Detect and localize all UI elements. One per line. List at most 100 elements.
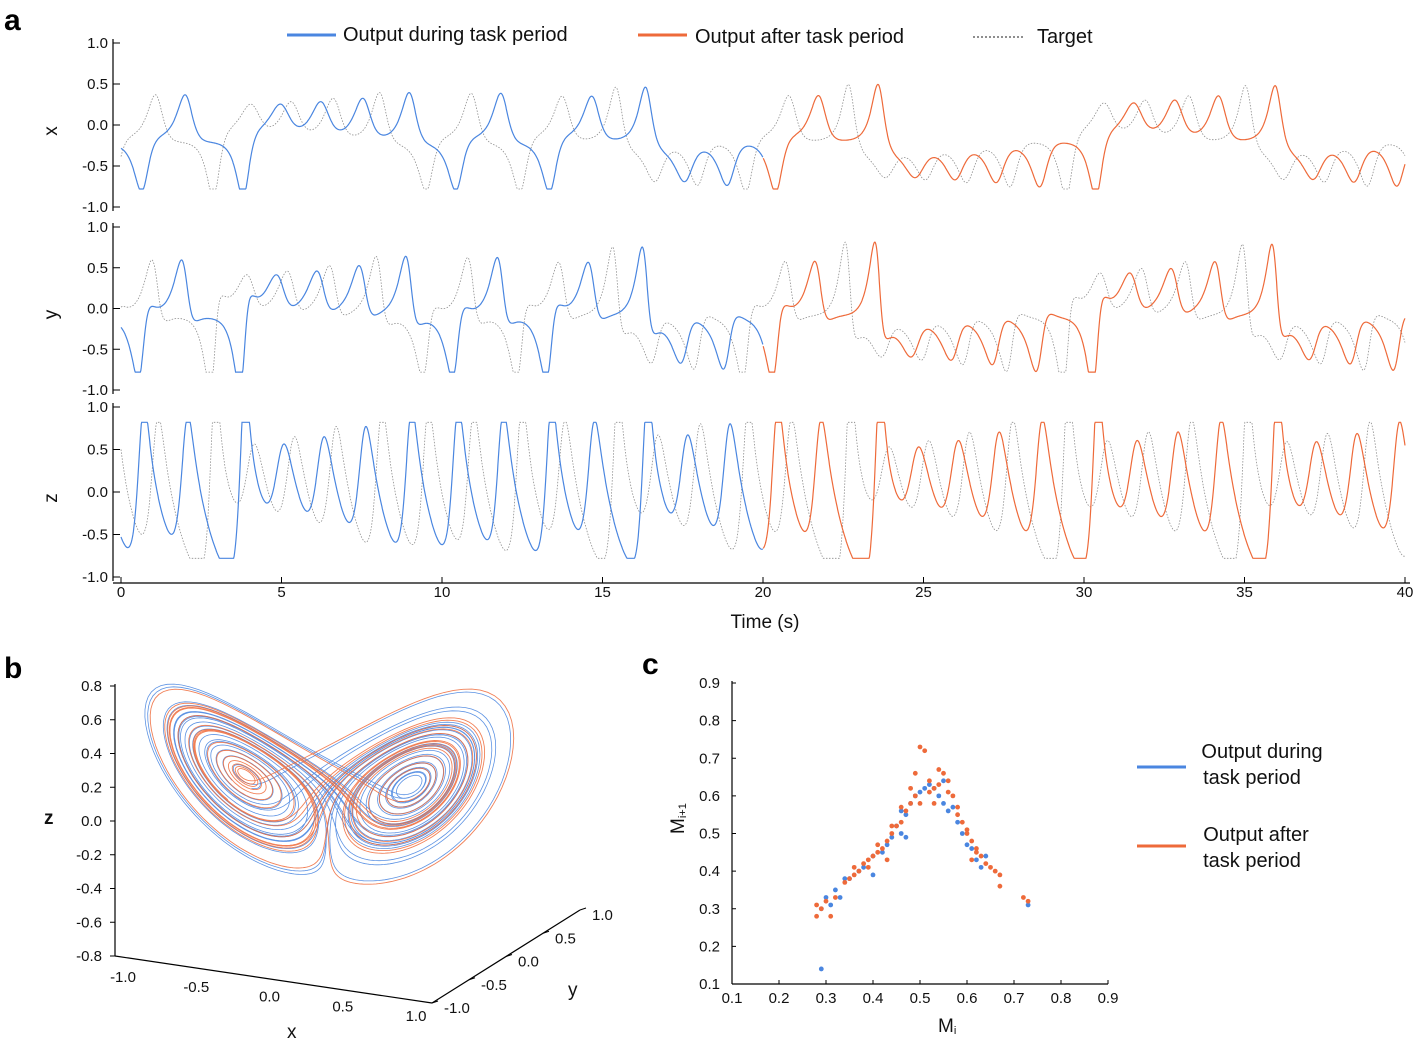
after-point [889, 823, 895, 829]
panel-c-xlabel-main: M [938, 1016, 954, 1037]
after-point [959, 819, 965, 825]
panel-b-ytick-label: -1.0 [444, 1000, 470, 1017]
panel-c-xtick-label: 0.7 [1004, 990, 1025, 1007]
panel-c-ylabel: Mi+1 [668, 803, 689, 834]
after-point [884, 857, 890, 863]
panel-a-ytick-label: -1.0 [82, 569, 108, 586]
after-point [978, 853, 984, 859]
target-series [120, 241, 1406, 373]
after-point [894, 823, 899, 829]
panel-b-ztick-label: -0.2 [76, 847, 102, 864]
panel-c-ytick-label: 0.3 [699, 901, 720, 918]
after-point [945, 778, 951, 784]
panel-b-ztick-label: -0.4 [76, 881, 102, 898]
after-series [762, 83, 1406, 190]
legend-during-label: Output during task period [343, 24, 568, 46]
during-point [922, 785, 928, 791]
after-point [1025, 898, 1031, 904]
during-point [978, 864, 984, 870]
panel-a-ytick-label: 1.0 [87, 35, 108, 52]
during-point [945, 808, 951, 814]
panel-b-ztick-label: -0.6 [76, 914, 102, 931]
after-attractor [149, 688, 515, 885]
after-point [936, 782, 942, 787]
panel-c-ytick-label: 0.5 [699, 826, 720, 843]
legend-a: Output during task period Output after t… [287, 24, 1093, 48]
during-point [969, 846, 975, 851]
after-point [945, 789, 951, 795]
panel-c-xtick-label: 0.6 [957, 990, 978, 1007]
after-point [823, 898, 829, 904]
after-point [992, 868, 998, 874]
panel-b-zlabel: z [44, 808, 54, 829]
panel-b-ytick [505, 954, 513, 957]
after-series [762, 241, 1406, 373]
after-point [818, 906, 824, 912]
panel-a-ytick-label: -1.0 [82, 199, 108, 216]
panel-a-ytick-label: 1.0 [87, 399, 108, 416]
after-point [917, 801, 923, 806]
panel-b-ztick-label: 0.6 [81, 712, 102, 729]
during-series [120, 421, 764, 559]
after-point [912, 770, 918, 776]
panel-a-timeseries: 1.0 0.5 0.0 -0.5 -1.0 x 1.0 0.5 0.0 -0.5 -1.0 y 1.0 0… [41, 35, 1413, 601]
during-point [955, 819, 960, 825]
after-point [964, 831, 970, 836]
panel-a-ylabel: y [41, 309, 62, 319]
during-point [833, 887, 838, 893]
after-point [927, 789, 932, 795]
during-point [917, 789, 923, 795]
panel-a-xtick-label: 25 [915, 584, 932, 601]
after-point [847, 876, 852, 882]
after-point [861, 861, 866, 866]
panel-c-ytick-label: 0.6 [699, 788, 720, 805]
panel-a-ytick-label: 0.0 [87, 301, 108, 318]
legend-c-during-line1: Output during [1201, 741, 1322, 763]
panel-b-xaxis [114, 955, 433, 1004]
after-point [875, 849, 881, 855]
during-attractor [144, 683, 512, 882]
during-point [964, 842, 970, 848]
panel-a-xlabel: Time (s) [731, 612, 800, 633]
after-point [884, 838, 890, 844]
panel-a-ylabel: x [41, 126, 62, 136]
during-point [983, 853, 989, 859]
during-point [974, 857, 979, 863]
panel-a-xtick-label: 5 [277, 584, 285, 601]
panel-a-ytick-label: -1.0 [82, 382, 108, 399]
after-point [964, 827, 970, 833]
panel-c-ytick-label: 0.2 [699, 938, 720, 955]
after-point [983, 861, 989, 866]
panel-a-ytick-label: -0.5 [82, 341, 108, 358]
panel-b-xtick-label: 0.0 [259, 989, 280, 1006]
panel-a-ytick-label: -0.5 [82, 527, 108, 544]
panel-c-ytick-label: 0.8 [699, 713, 720, 730]
panel-b-ytick [468, 977, 476, 981]
legend-c-after-line1: Output after [1203, 824, 1309, 846]
after-point [917, 744, 923, 750]
after-point [988, 864, 993, 870]
panel-b-ztick-label: 0.4 [81, 746, 102, 763]
panel-a-xtick-label: 10 [434, 584, 451, 601]
after-point [969, 838, 975, 844]
panel-c-xlabel: Mi [938, 1016, 956, 1037]
after-point [875, 842, 881, 848]
panel-c-ytick-label: 0.4 [699, 863, 720, 880]
legend-after-label: Output after task period [695, 26, 904, 48]
panel-a-xtick-label: 40 [1397, 584, 1414, 601]
after-point [1021, 895, 1026, 900]
panel-c-xtick-label: 0.5 [910, 990, 931, 1007]
after-point [903, 808, 909, 814]
panel-b-ytick [579, 907, 587, 911]
during-point [898, 831, 904, 836]
panel-c-ytick-label: 0.9 [699, 675, 720, 692]
after-point [931, 801, 937, 806]
during-point [959, 831, 965, 836]
panel-b-ztick-label: 0.8 [81, 678, 102, 695]
panel-label-b: b [4, 652, 22, 685]
during-point [941, 778, 946, 784]
after-point [969, 857, 975, 863]
legend-c: Output during task period Output after t… [1137, 741, 1323, 872]
panel-b-xtick-label: 1.0 [406, 1008, 427, 1025]
panel-b-xlabel: x [287, 1022, 297, 1043]
